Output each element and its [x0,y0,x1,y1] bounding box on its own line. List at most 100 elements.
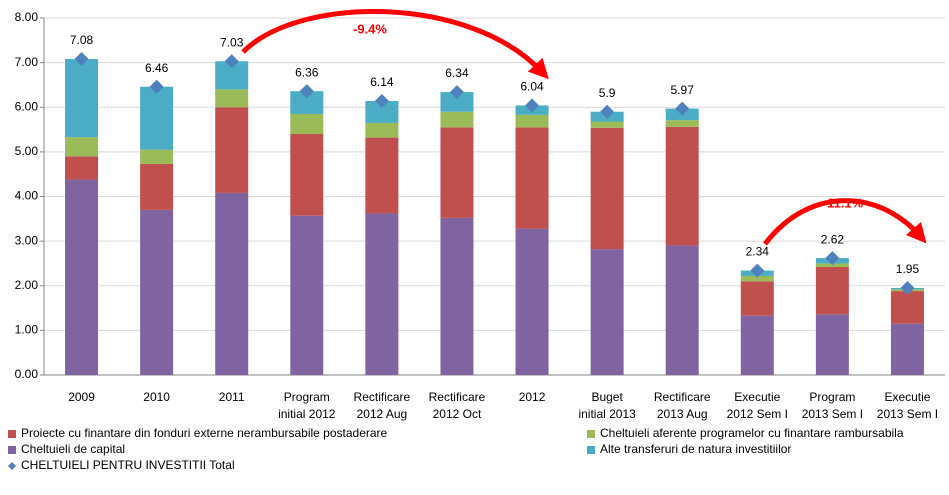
arrow [763,198,927,246]
bar-segment [515,228,549,375]
bar-segment [740,315,774,375]
bar-segment [140,86,174,150]
bar-segment [515,127,549,229]
bar-segment [65,137,99,157]
bar-segment [290,91,324,114]
y-tick-label: 8.00 [15,10,39,24]
bar-segment [290,134,324,216]
x-tick-label: Executie 2012 Sem I [727,390,788,421]
total-marker [374,94,389,109]
x-tick-label: Buget initial 2013 [578,390,636,421]
y-tick-label: 5.00 [15,144,39,158]
data-label: 5.9 [599,86,616,100]
total-marker [74,52,89,67]
data-label: 7.08 [70,33,94,47]
bar-segment [890,291,924,324]
bar-segment [440,92,474,112]
data-label: 6.34 [445,66,469,80]
y-tick-label: 2.00 [15,278,39,292]
plot-area: 0.00 1.00 2.00 3.00 4.00 5.00 6.00 7.00 8.00 2009… [8,10,945,472]
bar-segment [65,179,99,375]
total-marker [525,98,540,113]
legend-swatch [8,446,16,454]
bar-segment [665,126,699,246]
total-marker [224,54,239,69]
legend-swatch [587,430,595,438]
total-marker [449,85,464,100]
x-tick-label: Rectificare 2013 Aug [654,390,711,421]
bar-segment [815,263,849,268]
data-label: 6.46 [145,61,169,75]
bar-segment [215,107,249,193]
bar-segment [740,281,774,316]
annotation: -9.4% [353,21,387,36]
y-tick-label: 7.00 [15,55,39,69]
bar-segment [590,249,624,375]
bar-segment [365,137,399,214]
bar-segment [515,114,549,128]
y-tick-label: 4.00 [15,189,39,203]
legend-swatch [8,430,16,438]
y-tick-label: 3.00 [15,233,39,247]
total-marker [675,101,690,116]
bar-segment [365,213,399,375]
legend-swatch [8,462,16,470]
x-tick-label: Program 2013 Sem I [802,390,863,421]
data-label: 2.34 [746,245,770,259]
x-tick-label: 2012 [519,390,546,404]
bar-segment [590,127,624,250]
x-tick-label: 2010 [143,390,170,404]
bar-segment [440,111,474,128]
bar-segment [215,192,249,375]
y-tick-label: 0.00 [15,367,39,381]
bar-segment [140,149,174,164]
legend-swatch [587,446,595,454]
data-label: 1.95 [896,262,920,276]
bar-segment [65,59,99,138]
bar-segment [365,122,399,138]
total-marker [750,263,765,278]
legend-label: CHELTUIELI PENTRU INVESTITII Total [21,458,235,472]
bar-segment [215,89,249,108]
total-marker [149,79,164,94]
bar-segment [440,127,474,218]
bar-segment [365,101,399,123]
data-label: 6.36 [295,65,319,79]
annotation: -11.1% [823,195,864,210]
y-tick-label: 6.00 [15,99,39,113]
bar-segment [815,314,849,375]
bar-segment [440,217,474,375]
legend-label: Alte transferuri de natura investitiilor [600,442,791,456]
x-tick-label: 2009 [68,390,95,404]
data-label: 6.04 [520,80,544,94]
total-marker [825,251,840,266]
data-label: 2.62 [821,232,845,246]
data-label: 6.14 [370,75,394,89]
bar-segment [290,215,324,375]
total-marker [600,104,615,119]
arrow [241,8,549,80]
bar-segment [665,120,699,127]
data-label: 5.97 [671,83,695,97]
legend-label: Cheltuieli aferente programelor cu finan… [600,426,904,440]
x-tick-label: Program initial 2012 [278,390,336,421]
x-tick-label: Rectificare 2012 Aug [354,390,411,421]
bar-segment [65,156,99,180]
x-tick-label: 2011 [219,390,245,404]
legend-label: Proiecte cu finantare din fonduri extern… [21,426,388,440]
y-tick-label: 1.00 [15,323,39,337]
x-tick-label: Rectificare 2012 Oct [429,390,486,421]
total-marker [900,280,915,295]
bar-segment [815,267,849,315]
bar-segment [140,163,174,210]
total-marker [299,84,314,99]
x-tick-label: Executie 2013 Sem I [877,390,938,421]
data-label: 7.03 [220,35,244,49]
bar-segment [140,209,174,375]
bar-segment [890,323,924,375]
legend-label: Cheltuieli de capital [21,442,125,456]
bar-segment [665,245,699,375]
bar-segment [590,121,624,128]
bar-segment [740,275,774,282]
